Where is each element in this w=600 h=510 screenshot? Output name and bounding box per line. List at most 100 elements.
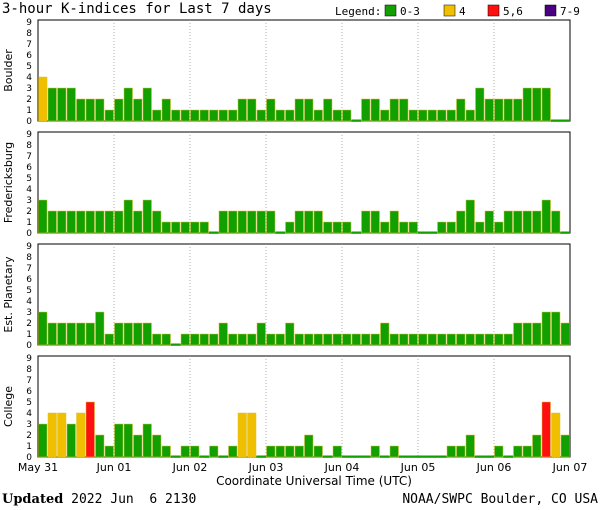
k-bar xyxy=(465,333,475,346)
x-tick-label: Jun 01 xyxy=(96,461,132,474)
k-bar xyxy=(152,434,162,458)
k-bar xyxy=(541,311,551,346)
k-bar xyxy=(256,322,266,346)
k-bar xyxy=(380,322,390,346)
k-bar xyxy=(209,231,219,233)
k-bar xyxy=(218,210,228,234)
k-bar xyxy=(503,210,513,234)
k-bar xyxy=(123,199,133,234)
k-bar xyxy=(560,231,570,233)
k-bar xyxy=(532,322,542,346)
k-bar xyxy=(38,199,48,234)
x-tick-label: Jun 06 xyxy=(476,461,512,474)
k-bar xyxy=(275,109,285,122)
k-bar xyxy=(57,412,67,458)
k-bar xyxy=(560,434,570,458)
y-tick-label: 2 xyxy=(26,319,32,329)
k-bar xyxy=(152,210,162,234)
k-bar xyxy=(256,210,266,234)
k-bar xyxy=(522,87,532,122)
k-bar xyxy=(66,423,76,458)
k-bar xyxy=(351,455,361,457)
k-bar xyxy=(446,333,456,346)
y-tick-label: 6 xyxy=(26,51,32,61)
k-bar xyxy=(313,445,323,458)
k-bar xyxy=(85,98,95,122)
k-bar xyxy=(522,445,532,458)
k-bar xyxy=(85,210,95,234)
legend-swatch-1 xyxy=(443,4,456,17)
k-bar xyxy=(104,333,114,346)
y-tick-label: 0 xyxy=(26,453,32,463)
k-bar xyxy=(370,98,380,122)
k-bar xyxy=(484,455,494,457)
y-tick-label: 4 xyxy=(26,297,32,307)
y-tick-label: 8 xyxy=(26,365,32,375)
k-bar xyxy=(275,445,285,458)
y-tick-label: 1 xyxy=(26,442,32,452)
k-bar xyxy=(437,109,447,122)
k-bar xyxy=(513,445,523,458)
k-bar xyxy=(408,333,418,346)
k-bar xyxy=(399,221,409,234)
y-tick-label: 1 xyxy=(26,106,32,116)
k-bar xyxy=(142,322,152,346)
k-bar xyxy=(104,445,114,458)
k-bar xyxy=(209,109,219,122)
k-bar xyxy=(47,210,57,234)
k-bar xyxy=(332,445,342,458)
k-bar xyxy=(161,333,171,346)
x-tick-label: Jun 05 xyxy=(400,461,436,474)
x-tick-label: May 31 xyxy=(18,461,58,474)
chart-title: 3-hour K-indices for Last 7 days xyxy=(2,1,272,17)
k-bar xyxy=(294,333,304,346)
y-tick-label: 5 xyxy=(26,398,32,408)
k-bar xyxy=(47,322,57,346)
k-bar xyxy=(247,412,257,458)
k-bar xyxy=(446,221,456,234)
k-bar xyxy=(551,210,561,234)
k-bar xyxy=(541,87,551,122)
legend-swatch-0 xyxy=(384,4,397,17)
y-tick-label: 5 xyxy=(26,62,32,72)
y-tick-label: 3 xyxy=(26,196,32,206)
k-bar xyxy=(199,109,209,122)
k-bar xyxy=(266,333,276,346)
panel-label-1: Fredericksburg xyxy=(2,142,15,223)
k-bar xyxy=(532,210,542,234)
legend-label: Legend: xyxy=(335,5,381,18)
y-tick-label: 7 xyxy=(26,264,32,274)
k-bar xyxy=(228,210,238,234)
k-bar xyxy=(76,322,86,346)
k-bar xyxy=(484,333,494,346)
k-bar xyxy=(104,109,114,122)
k-bar xyxy=(247,98,257,122)
k-bar xyxy=(323,333,333,346)
k-bar xyxy=(513,322,523,346)
y-tick-label: 6 xyxy=(26,163,32,173)
k-bar xyxy=(114,322,124,346)
k-bar xyxy=(389,210,399,234)
k-bar xyxy=(456,445,466,458)
k-bar xyxy=(247,333,257,346)
k-bar xyxy=(389,445,399,458)
k-bar xyxy=(228,333,238,346)
k-bar xyxy=(161,98,171,122)
y-tick-label: 7 xyxy=(26,40,32,50)
k-bar xyxy=(399,455,409,457)
k-bar xyxy=(123,423,133,458)
k-bar xyxy=(304,98,314,122)
k-bar xyxy=(313,210,323,234)
y-tick-label: 7 xyxy=(26,152,32,162)
k-bar xyxy=(361,98,371,122)
y-tick-label: 4 xyxy=(26,185,32,195)
k-bar xyxy=(123,87,133,122)
k-bar xyxy=(304,333,314,346)
y-tick-label: 9 xyxy=(26,130,32,140)
k-bar xyxy=(161,221,171,234)
k-bar xyxy=(114,210,124,234)
k-bar xyxy=(209,333,219,346)
updated-label: Updated xyxy=(2,492,64,507)
k-bar xyxy=(304,434,314,458)
